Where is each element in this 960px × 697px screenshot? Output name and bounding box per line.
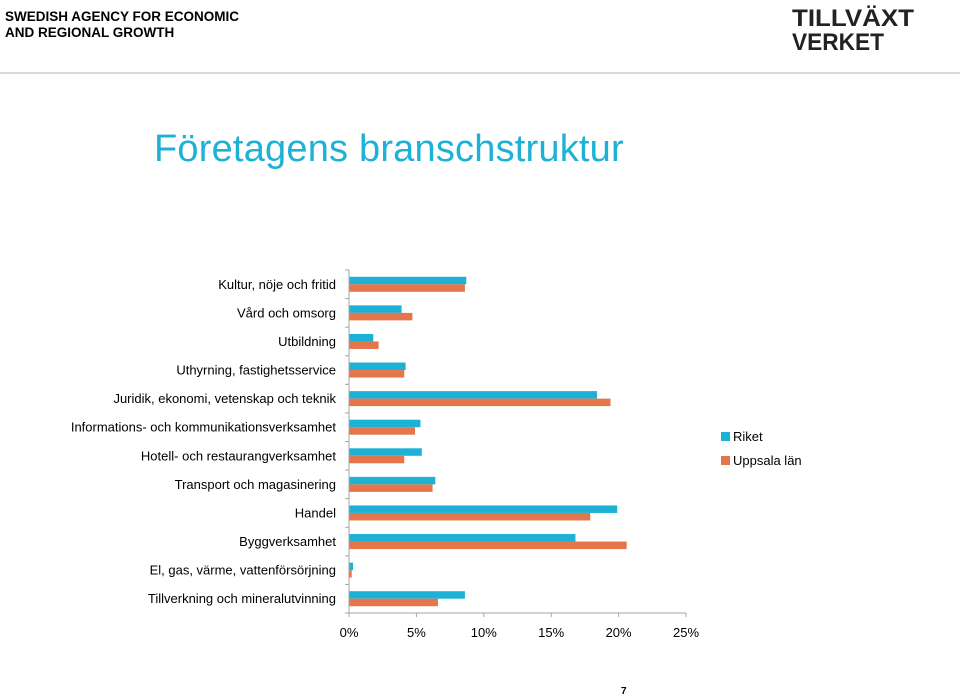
category-label: El, gas, värme, vattenförsörjning [150, 563, 336, 578]
category-label: Transport och magasinering [175, 477, 336, 492]
legend-swatch-uppsala [721, 456, 730, 465]
category-label: Utbildning [278, 334, 336, 349]
x-tick-label: 20% [606, 625, 632, 640]
x-tick-label: 5% [407, 625, 426, 640]
bar-uppsala [349, 598, 438, 607]
x-tick-label: 25% [673, 625, 699, 640]
bar-riket [349, 534, 576, 542]
legend-label-uppsala: Uppsala län [733, 453, 802, 468]
category-label: Byggverksamhet [239, 534, 336, 549]
page-number: 7 [621, 686, 627, 697]
category-label: Informations- och kommunikationsverksamh… [71, 420, 337, 435]
header-divider [0, 72, 960, 74]
bar-riket [349, 562, 354, 571]
legend-label-riket: Riket [733, 429, 763, 444]
logo-line2: VERKET [792, 29, 884, 52]
bar-riket [349, 362, 406, 371]
agency-name: SWEDISH AGENCY FOR ECONOMIC AND REGIONAL… [5, 9, 239, 41]
bar-riket [349, 591, 465, 599]
bar-uppsala [349, 570, 352, 578]
category-label: Tillverkning och mineralutvinning [148, 591, 336, 606]
slide-title: Företagens branschstruktur [154, 128, 624, 170]
bar-riket [349, 505, 618, 513]
bar-uppsala [349, 312, 413, 321]
x-tick-label: 0% [340, 625, 359, 640]
tillvaxtverket-logo: TILLVÄXT VERKET [792, 5, 914, 52]
category-label: Uthyrning, fastighetsservice [176, 363, 336, 378]
category-label: Juridik, ekonomi, vetenskap och teknik [113, 391, 336, 406]
bar-uppsala [349, 341, 379, 349]
category-label: Kultur, nöje och fritid [218, 277, 336, 292]
bar-riket [349, 305, 402, 313]
bar-uppsala [349, 284, 465, 292]
bar-riket [349, 276, 467, 285]
bar-uppsala [349, 370, 405, 378]
bar-uppsala [349, 455, 405, 464]
bar-riket [349, 476, 436, 485]
bar-uppsala [349, 427, 416, 435]
agency-name-line1: SWEDISH AGENCY FOR ECONOMIC [5, 9, 240, 24]
category-label: Handel [295, 505, 336, 520]
bar-uppsala [349, 541, 627, 550]
bar-uppsala [349, 484, 433, 492]
bar-uppsala [349, 398, 611, 407]
bar-riket [349, 333, 374, 342]
logo-line1: TILLVÄXT [792, 5, 914, 32]
bar-riket [349, 448, 422, 456]
x-tick-label: 15% [538, 625, 564, 640]
bar-riket [349, 419, 421, 428]
category-label: Hotell- och restaurangverksamhet [141, 448, 336, 463]
bar-uppsala [349, 512, 591, 521]
agency-name-line2: AND REGIONAL GROWTH [5, 25, 175, 40]
x-tick-label: 10% [471, 625, 497, 640]
bar-riket [349, 391, 598, 399]
legend-swatch-riket [721, 432, 730, 441]
category-label: Vård och omsorg [237, 305, 336, 320]
